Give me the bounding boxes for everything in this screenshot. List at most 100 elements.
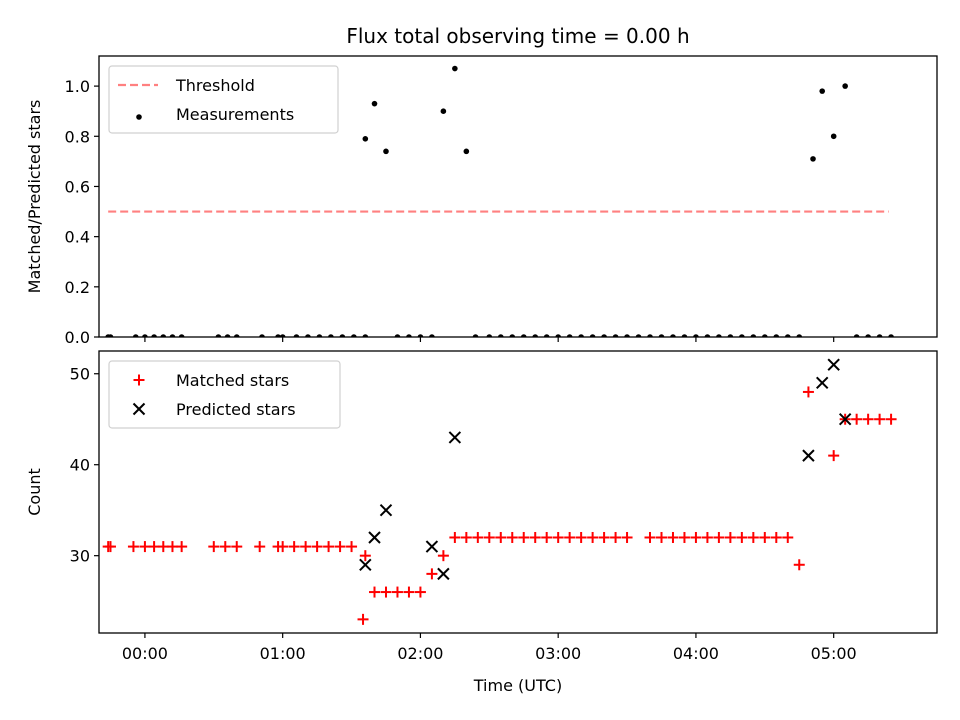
legend-box: [108, 65, 339, 134]
measurement-point: [417, 334, 424, 337]
y-axis-label: Count: [25, 468, 44, 516]
x-tick-label: 03:00: [535, 644, 581, 663]
legend-swatch: [133, 374, 145, 386]
measurement-point: [830, 133, 837, 140]
measurement-point: [589, 334, 596, 337]
measurement-point: [750, 334, 757, 337]
measurement-point: [853, 334, 860, 337]
measurement-point: [279, 334, 286, 337]
matched-star-point: [655, 531, 667, 543]
y-tick-label: 30: [70, 547, 90, 566]
measurement-point: [555, 334, 561, 337]
legend-swatch: [132, 402, 146, 416]
predicted-star-point: [425, 540, 439, 553]
measurement-point: [142, 334, 148, 337]
measurement-point: [647, 334, 653, 337]
measurement-point: [520, 334, 527, 337]
matched-star-point: [472, 531, 484, 543]
measurement-point: [305, 334, 311, 337]
matched-star-point: [851, 413, 863, 425]
measurement-point: [316, 334, 323, 337]
series-matched-stars: [102, 386, 897, 625]
plot-area: [105, 65, 894, 337]
measurement-point: [865, 334, 871, 337]
legend-item: Predicted stars: [132, 400, 296, 419]
matched-star-point: [713, 531, 725, 543]
matched-star-point: [346, 541, 358, 553]
matched-star-point: [529, 531, 541, 543]
matched-star-point: [166, 541, 178, 553]
matched-star-point: [552, 531, 564, 543]
matched-star-point: [403, 586, 415, 598]
measurement-point: [293, 334, 300, 337]
legend-swatch: [136, 114, 142, 120]
matched-star-point: [277, 541, 289, 553]
measurement-point: [259, 334, 265, 337]
matched-star-point: [802, 386, 814, 398]
measurement-point: [762, 334, 768, 337]
matched-star-point: [483, 531, 495, 543]
matched-star-point: [127, 541, 139, 553]
matched-star-point: [874, 413, 886, 425]
measurement-point: [486, 334, 493, 337]
predicted-star-point: [379, 503, 393, 517]
y-axis-label: Matched/Predicted stars: [25, 100, 44, 294]
measurement-point: [132, 334, 139, 337]
y-tick-label: 0.2: [65, 278, 90, 297]
top-panel: 0.0 0.2 0.4 0.6 0.8 1.0 Matched/Predicted star…: [25, 55, 938, 347]
matched-star-point: [736, 531, 748, 543]
matched-star-point: [678, 531, 690, 543]
measurement-point: [716, 334, 722, 337]
measurement-point: [452, 65, 458, 72]
legend: Threshold Measurements: [108, 65, 339, 134]
measurement-point: [178, 334, 185, 337]
legend-item: Measurements: [136, 105, 294, 124]
matched-star-point: [667, 531, 679, 543]
x-tick-label: 05:00: [811, 644, 857, 663]
measurement-point: [351, 334, 357, 337]
matched-star-point: [437, 550, 449, 562]
measurement-point: [429, 334, 435, 337]
measurement-point: [612, 334, 619, 337]
matched-star-point: [369, 586, 381, 598]
x-axis-label: Time (UTC): [473, 676, 562, 695]
y-tick-label: 0.4: [65, 228, 90, 247]
measurement-point: [739, 334, 745, 337]
matched-star-point: [139, 541, 151, 553]
measurement-point: [784, 334, 791, 337]
legend-label: Threshold: [175, 76, 255, 95]
measurement-point: [383, 148, 389, 155]
bottom-panel: 30 40 50 00:00 01:00 02:00 03:00 04:00 05:00 Coun…: [25, 350, 938, 695]
measurement-point: [497, 334, 504, 337]
measurement-point: [224, 334, 231, 337]
measurement-point: [151, 334, 157, 337]
matched-star-point: [231, 541, 243, 553]
predicted-star-point: [437, 567, 450, 581]
measurement-point: [566, 334, 573, 337]
measurement-point: [107, 334, 114, 337]
y-tick-label: 50: [70, 365, 90, 384]
measurement-point: [635, 334, 642, 337]
matched-star-point: [254, 541, 266, 553]
matched-star-point: [426, 568, 438, 580]
predicted-star-point: [815, 376, 829, 390]
legend-label: Measurements: [176, 105, 294, 124]
measurement-point: [371, 100, 378, 107]
matched-star-point: [288, 541, 300, 553]
matched-star-point: [747, 531, 759, 543]
measurement-point: [215, 334, 222, 337]
series-predicted-stars: [359, 358, 852, 581]
matched-star-point: [828, 450, 840, 462]
measurement-point: [339, 334, 346, 337]
matched-star-point: [323, 541, 335, 553]
matched-star-point: [587, 531, 599, 543]
measurement-point: [463, 148, 470, 155]
measurement-point: [842, 83, 848, 89]
legend-item: Threshold: [118, 76, 255, 95]
plot-area: [102, 358, 897, 625]
matched-star-point: [610, 531, 622, 543]
y-tick-label: 0.0: [65, 328, 90, 347]
measurement-point: [727, 334, 734, 337]
x-tick-label: 02:00: [397, 644, 443, 663]
measurement-point: [810, 156, 816, 162]
